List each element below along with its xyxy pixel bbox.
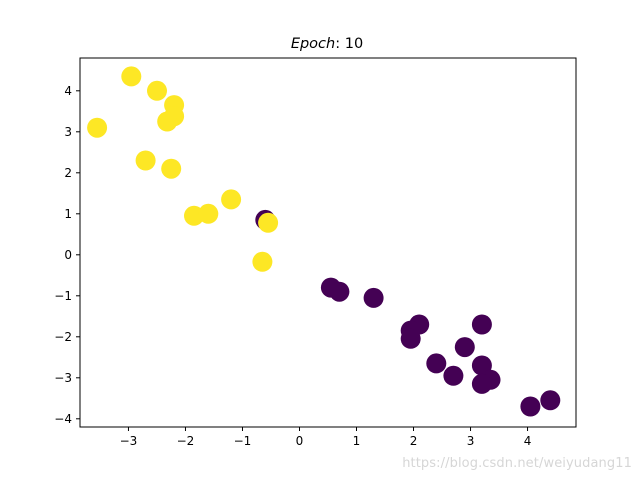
x-tick-label: −3 <box>120 434 138 448</box>
data-point-21 <box>471 314 492 335</box>
y-tick-label: 3 <box>64 125 72 139</box>
data-point-11 <box>221 189 242 210</box>
data-point-22 <box>454 337 475 358</box>
x-tick-label: 2 <box>410 434 418 448</box>
y-tick-label: −1 <box>54 289 72 303</box>
data-point-10 <box>198 203 219 224</box>
data-point-24 <box>443 365 464 386</box>
data-point-28 <box>520 396 541 417</box>
data-point-2 <box>121 66 142 87</box>
data-point-29 <box>540 390 561 411</box>
x-tick-label: −2 <box>177 434 195 448</box>
watermark-url: https://blog.csdn.net/weiyudang11 <box>402 456 632 471</box>
data-point-3 <box>147 80 167 101</box>
y-tick-label: 1 <box>64 207 72 221</box>
y-axis-ticks: −4 −3 −2 −1 0 1 2 3 4 <box>54 84 80 426</box>
y-tick-label: −2 <box>54 330 72 344</box>
y-tick-label: 2 <box>64 166 72 180</box>
data-point-20 <box>400 328 421 349</box>
points-layer <box>87 66 561 417</box>
x-tick-label: −1 <box>234 434 252 448</box>
data-point-7 <box>135 150 156 171</box>
x-tick-label: 3 <box>467 434 475 448</box>
data-point-1 <box>87 117 108 138</box>
chart-title-plain: : 10 <box>335 36 363 52</box>
y-tick-label: −3 <box>54 371 72 385</box>
data-point-23 <box>426 353 447 374</box>
x-tick-label: 4 <box>524 434 532 448</box>
chart-title-italic: Epoch <box>291 36 335 52</box>
chart-title: Epoch: 10 <box>291 36 363 52</box>
data-point-17 <box>363 287 384 308</box>
data-point-6 <box>157 111 178 132</box>
x-tick-label: 0 <box>296 434 304 448</box>
axes-frame <box>79 57 577 428</box>
data-point-13 <box>258 212 279 233</box>
y-tick-label: −4 <box>54 412 72 426</box>
data-point-14 <box>252 251 273 272</box>
data-point-16 <box>329 281 350 302</box>
y-tick-label: 4 <box>64 84 72 98</box>
data-point-8 <box>161 158 182 179</box>
x-axis-ticks: −3 −2 −1 0 1 2 3 4 <box>120 427 532 448</box>
y-tick-label: 0 <box>64 248 72 262</box>
data-point-27 <box>471 373 492 394</box>
x-tick-label: 1 <box>353 434 361 448</box>
